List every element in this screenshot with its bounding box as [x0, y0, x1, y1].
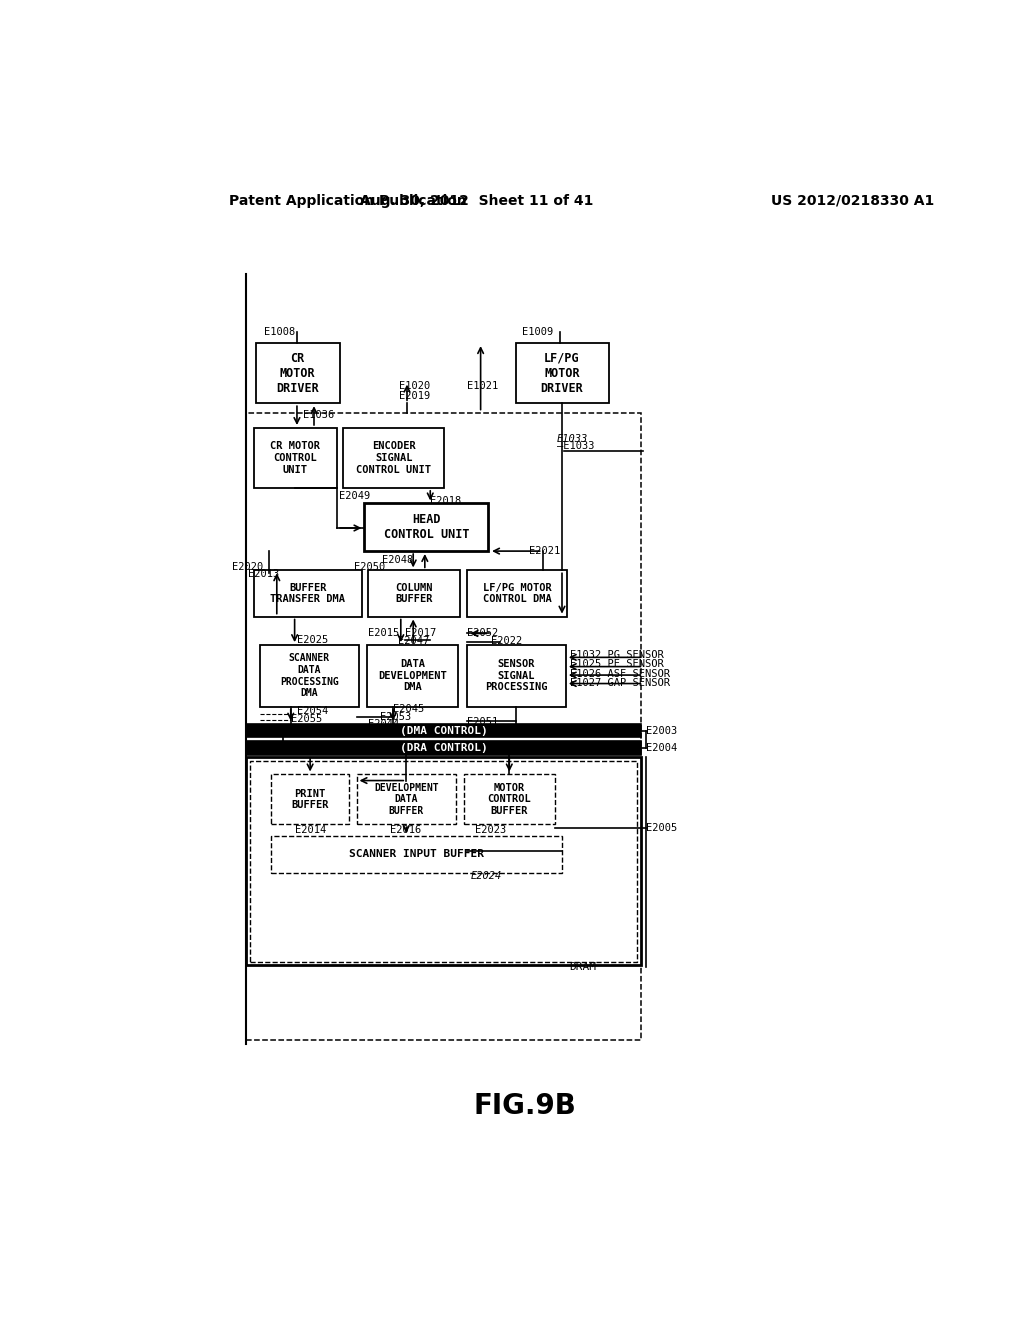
Text: E1026 ASF SENSOR: E1026 ASF SENSOR: [569, 668, 670, 678]
Bar: [246, 723, 641, 738]
Text: E2053: E2053: [380, 711, 411, 722]
Bar: [254, 428, 337, 488]
Text: LF/PG MOTOR
CONTROL DMA: LF/PG MOTOR CONTROL DMA: [482, 582, 552, 605]
Text: HEAD
CONTROL UNIT: HEAD CONTROL UNIT: [384, 513, 469, 541]
Text: BUFFER
TRANSFER DMA: BUFFER TRANSFER DMA: [270, 582, 345, 605]
Text: DEVELOPMENT
DATA
BUFFER: DEVELOPMENT DATA BUFFER: [374, 783, 438, 816]
Text: E2004: E2004: [646, 743, 677, 754]
Text: E1009: E1009: [521, 326, 553, 337]
Bar: [271, 836, 562, 873]
Bar: [467, 645, 566, 706]
Text: LF/PG
MOTOR
DRIVER: LF/PG MOTOR DRIVER: [541, 351, 584, 395]
Text: E1025 PE SENSOR: E1025 PE SENSOR: [569, 659, 664, 669]
Text: E2045: E2045: [393, 704, 424, 714]
Bar: [246, 758, 641, 965]
Text: ENCODER
SIGNAL
CONTROL UNIT: ENCODER SIGNAL CONTROL UNIT: [356, 441, 431, 474]
Text: SCANNER
DATA
PROCESSING
DMA: SCANNER DATA PROCESSING DMA: [280, 653, 339, 698]
Text: E2003: E2003: [646, 726, 677, 735]
Text: E2047: E2047: [397, 636, 429, 647]
Text: E1008: E1008: [263, 326, 295, 337]
Text: E2048: E2048: [382, 556, 414, 565]
Bar: [515, 343, 608, 404]
Text: MOTOR
CONTROL
BUFFER: MOTOR CONTROL BUFFER: [487, 783, 531, 816]
Bar: [467, 570, 566, 616]
Text: FIG.9B: FIG.9B: [473, 1092, 577, 1119]
Text: E2015: E2015: [369, 628, 399, 639]
Text: DATA
DEVELOPMENT
DMA: DATA DEVELOPMENT DMA: [378, 659, 446, 693]
Text: E2022: E2022: [490, 636, 522, 647]
Text: E2016: E2016: [390, 825, 421, 834]
Text: E1027 GAP SENSOR: E1027 GAP SENSOR: [569, 677, 670, 688]
Text: Patent Application Publication: Patent Application Publication: [228, 194, 467, 207]
Text: DRAM: DRAM: [569, 962, 597, 972]
Text: E2044: E2044: [369, 719, 399, 730]
Text: E2052: E2052: [467, 628, 499, 639]
Bar: [246, 413, 641, 1040]
Text: E2024: E2024: [471, 871, 502, 880]
Text: (DMA CONTROL): (DMA CONTROL): [399, 726, 487, 735]
Text: SENSOR
SIGNAL
PROCESSING: SENSOR SIGNAL PROCESSING: [485, 659, 548, 693]
Text: SCANNER INPUT BUFFER: SCANNER INPUT BUFFER: [349, 850, 484, 859]
Bar: [365, 503, 488, 552]
Bar: [260, 645, 359, 706]
Text: E2020: E2020: [231, 561, 263, 572]
Bar: [250, 762, 637, 961]
Bar: [343, 428, 444, 488]
Bar: [271, 775, 349, 825]
Bar: [367, 645, 458, 706]
Text: E2018: E2018: [430, 496, 462, 506]
Text: E1036: E1036: [303, 409, 335, 420]
Text: PRINT
BUFFER: PRINT BUFFER: [292, 788, 329, 810]
Text: E2051: E2051: [467, 717, 499, 727]
Bar: [246, 742, 641, 755]
Text: E2014: E2014: [295, 825, 326, 834]
Text: (DRA CONTROL): (DRA CONTROL): [399, 743, 487, 754]
Text: E1020: E1020: [399, 380, 430, 391]
Text: Aug. 30, 2012  Sheet 11 of 41: Aug. 30, 2012 Sheet 11 of 41: [360, 194, 594, 207]
Text: CR MOTOR
CONTROL
UNIT: CR MOTOR CONTROL UNIT: [270, 441, 321, 474]
Text: E2054: E2054: [297, 706, 329, 717]
Text: E1032 PG SENSOR: E1032 PG SENSOR: [569, 649, 664, 660]
Text: E2005: E2005: [646, 824, 677, 833]
Bar: [464, 775, 555, 825]
Text: E2055: E2055: [291, 714, 322, 723]
Text: E2023: E2023: [475, 825, 507, 834]
Bar: [254, 570, 362, 616]
Text: E2013: E2013: [248, 569, 280, 579]
Text: E1033: E1033: [557, 434, 588, 445]
Text: E2049: E2049: [339, 491, 370, 500]
Text: E1021: E1021: [467, 380, 499, 391]
Text: E2025: E2025: [297, 635, 329, 645]
Bar: [256, 343, 340, 404]
Bar: [356, 775, 456, 825]
Text: E2019: E2019: [399, 391, 430, 400]
Text: E2017: E2017: [406, 628, 436, 639]
Bar: [369, 570, 460, 616]
Text: —E1033: —E1033: [557, 441, 594, 450]
Text: US 2012/0218330 A1: US 2012/0218330 A1: [771, 194, 935, 207]
Text: COLUMN
BUFFER: COLUMN BUFFER: [395, 582, 433, 605]
Text: E2050: E2050: [354, 561, 386, 572]
Text: E2021: E2021: [529, 546, 561, 556]
Text: CR
MOTOR
DRIVER: CR MOTOR DRIVER: [276, 351, 319, 395]
